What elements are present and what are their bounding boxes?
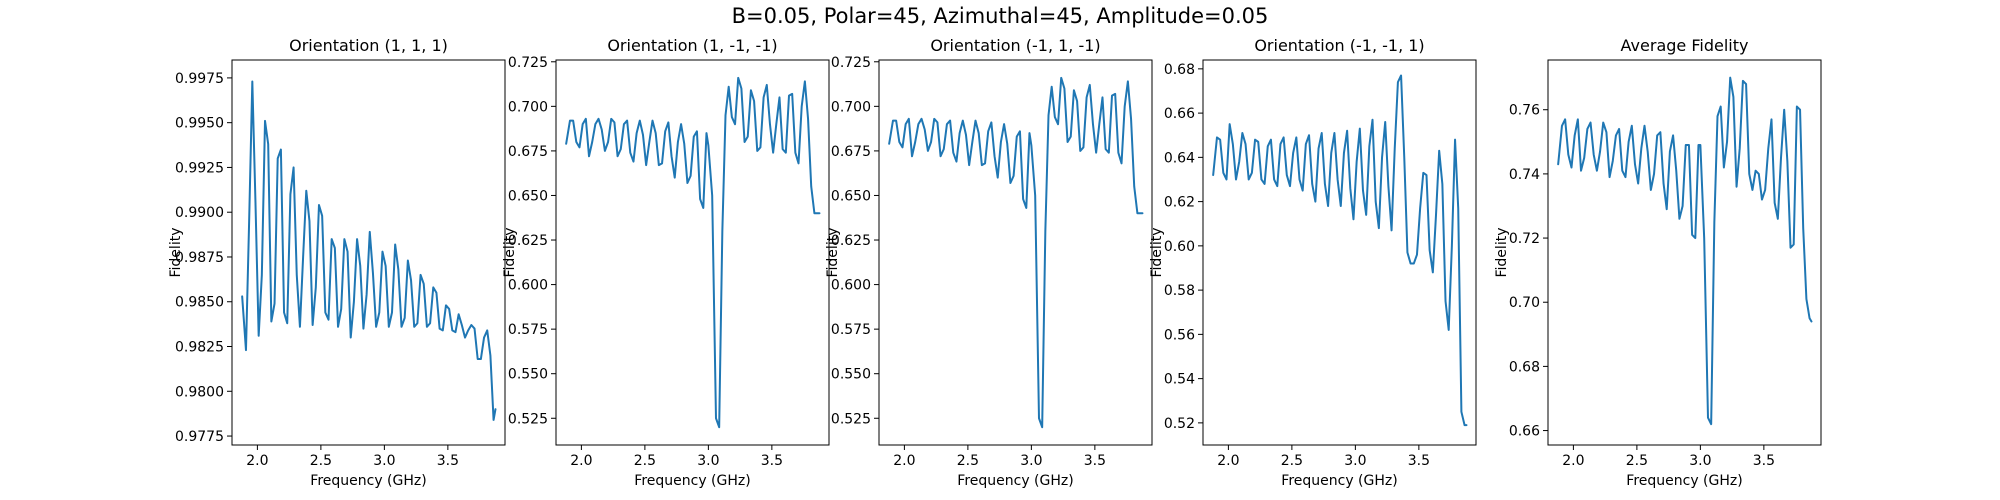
panel-title: Orientation (-1, -1, 1) <box>1254 36 1424 55</box>
y-tick-label: 0.625 <box>508 233 548 249</box>
x-tick-label: 3.5 <box>1084 453 1106 469</box>
y-tick-label: 0.9925 <box>175 160 224 176</box>
y-tick-label: 0.575 <box>831 322 871 338</box>
y-tick-label: 0.600 <box>831 278 871 294</box>
x-tick-label: 2.5 <box>1626 453 1648 469</box>
y-tick-label: 0.700 <box>508 99 548 115</box>
y-axis-label: Fidelity <box>1149 228 1165 278</box>
panel-title: Orientation (-1, 1, -1) <box>930 36 1100 55</box>
y-tick-label: 0.725 <box>831 55 871 71</box>
y-tick-label: 0.550 <box>831 367 871 383</box>
figure-title: B=0.05, Polar=45, Azimuthal=45, Amplitud… <box>731 4 1269 28</box>
panel-title: Average Fidelity <box>1621 36 1749 55</box>
y-tick-label: 0.54 <box>1164 372 1195 388</box>
y-tick-label: 0.58 <box>1164 283 1195 299</box>
y-tick-label: 0.9775 <box>175 429 224 445</box>
plot-frame <box>878 59 1153 446</box>
x-axis-label: Frequency (GHz) <box>634 473 750 489</box>
y-tick-label: 0.675 <box>831 144 871 160</box>
x-axis-label: Frequency (GHz) <box>1281 473 1397 489</box>
x-tick-label: 2.0 <box>246 453 268 469</box>
y-tick-label: 0.525 <box>831 411 871 427</box>
y-axis-label: Fidelity <box>502 228 518 278</box>
panel-title: Orientation (1, 1, 1) <box>289 36 448 55</box>
y-tick-label: 0.72 <box>1509 231 1540 247</box>
x-tick-label: 3.0 <box>1020 453 1042 469</box>
x-tick-label: 2.0 <box>893 453 915 469</box>
x-tick-label: 2.0 <box>570 453 592 469</box>
x-axis-label: Frequency (GHz) <box>957 473 1073 489</box>
y-axis-label: Fidelity <box>1494 228 1510 278</box>
x-tick-label: 3.0 <box>1689 453 1711 469</box>
y-tick-label: 0.76 <box>1509 103 1540 119</box>
x-tick-label: 3.0 <box>373 453 395 469</box>
y-tick-label: 0.64 <box>1164 150 1195 166</box>
x-tick-label: 3.0 <box>697 453 719 469</box>
y-tick-label: 0.68 <box>1509 359 1540 375</box>
y-tick-label: 0.68 <box>1164 62 1195 78</box>
y-tick-label: 0.550 <box>508 367 548 383</box>
series-line <box>1557 76 1813 426</box>
y-tick-label: 0.9800 <box>175 384 224 400</box>
x-tick-label: 2.5 <box>310 453 332 469</box>
y-tick-label: 0.66 <box>1164 106 1195 122</box>
y-tick-label: 0.650 <box>831 188 871 204</box>
y-tick-label: 0.575 <box>508 322 548 338</box>
plot-frame <box>1547 59 1822 446</box>
series-line <box>888 76 1144 429</box>
y-tick-label: 0.52 <box>1164 416 1195 432</box>
series-line <box>565 76 821 429</box>
y-tick-label: 0.66 <box>1509 424 1540 440</box>
y-tick-label: 0.62 <box>1164 195 1195 211</box>
series-line <box>241 80 497 421</box>
y-tick-label: 0.9850 <box>175 295 224 311</box>
y-tick-label: 0.56 <box>1164 327 1195 343</box>
x-tick-label: 2.0 <box>1217 453 1239 469</box>
series-line <box>1212 74 1468 427</box>
y-axis-label: Fidelity <box>825 228 841 278</box>
y-tick-label: 0.70 <box>1509 295 1540 311</box>
x-tick-label: 3.5 <box>761 453 783 469</box>
x-axis-label: Frequency (GHz) <box>1626 473 1742 489</box>
x-tick-label: 2.5 <box>957 453 979 469</box>
plot-frame <box>231 59 506 446</box>
plot-frame <box>1202 59 1477 446</box>
y-tick-label: 0.74 <box>1509 167 1540 183</box>
x-tick-label: 2.5 <box>1281 453 1303 469</box>
x-tick-label: 2.0 <box>1562 453 1584 469</box>
x-tick-label: 3.5 <box>1408 453 1430 469</box>
x-axis-label: Frequency (GHz) <box>310 473 426 489</box>
x-tick-label: 3.0 <box>1344 453 1366 469</box>
y-tick-label: 0.700 <box>831 99 871 115</box>
panel-title: Orientation (1, -1, -1) <box>607 36 777 55</box>
y-tick-label: 0.725 <box>508 55 548 71</box>
y-tick-label: 0.600 <box>508 278 548 294</box>
y-axis-label: Fidelity <box>168 228 184 278</box>
y-tick-label: 0.650 <box>508 188 548 204</box>
y-tick-label: 0.60 <box>1164 239 1195 255</box>
x-tick-label: 3.5 <box>1753 453 1775 469</box>
x-tick-label: 2.5 <box>634 453 656 469</box>
plot-frame <box>555 59 830 446</box>
y-tick-label: 0.675 <box>508 144 548 160</box>
x-tick-label: 3.5 <box>437 453 459 469</box>
y-tick-label: 0.9950 <box>175 116 224 132</box>
y-tick-label: 0.9975 <box>175 71 224 87</box>
y-tick-label: 0.525 <box>508 411 548 427</box>
y-tick-label: 0.625 <box>831 233 871 249</box>
y-tick-label: 0.9875 <box>175 250 224 266</box>
y-tick-label: 0.9900 <box>175 205 224 221</box>
y-tick-label: 0.9825 <box>175 340 224 356</box>
